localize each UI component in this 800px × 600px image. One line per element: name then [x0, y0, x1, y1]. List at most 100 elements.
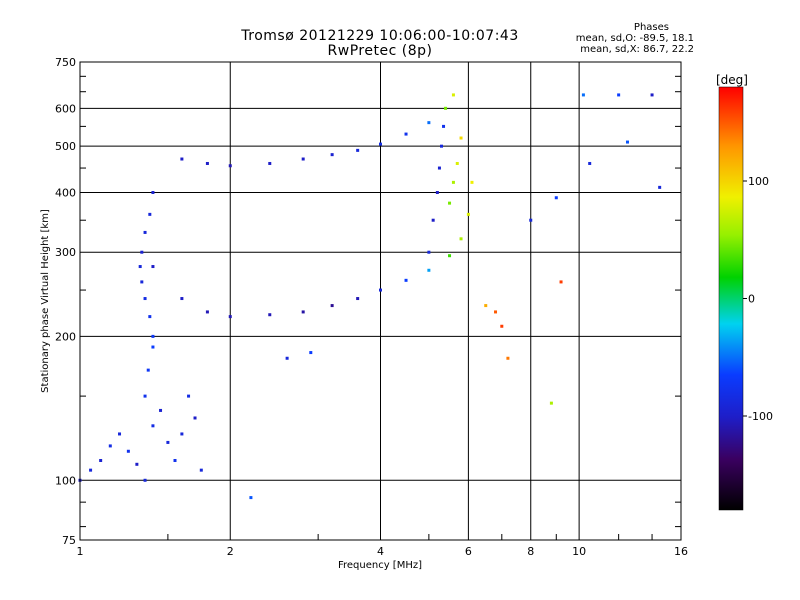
- data-point: [180, 432, 184, 436]
- data-point: [151, 265, 155, 269]
- y-tick-label: 200: [55, 330, 76, 343]
- data-point: [379, 142, 382, 146]
- phase-info-x-stats: mean, sd,X: 86.7, 22.2: [580, 44, 694, 55]
- data-point: [442, 124, 446, 128]
- x-tick-label: 6: [465, 545, 472, 558]
- data-point: [301, 157, 305, 161]
- data-point: [466, 212, 470, 216]
- data-point: [228, 315, 232, 319]
- data-point: [140, 250, 144, 254]
- x-tick-label: 10: [572, 545, 586, 558]
- y-tick-label: 100: [55, 474, 76, 487]
- data-point: [459, 136, 463, 140]
- data-point: [187, 394, 191, 398]
- data-point: [148, 212, 152, 216]
- chart-subtitle: RwPretec (8p): [327, 43, 433, 59]
- x-tick-label: 8: [527, 545, 534, 558]
- colorbar-tick-label: -100: [748, 410, 773, 423]
- data-point: [617, 93, 621, 97]
- x-tick-label: 4: [377, 545, 384, 558]
- data-point: [451, 180, 455, 184]
- data-point: [143, 394, 147, 398]
- data-point: [140, 280, 144, 284]
- data-point: [494, 310, 498, 314]
- data-point: [199, 468, 203, 472]
- data-point: [148, 315, 152, 319]
- data-point: [500, 324, 504, 328]
- x-tick-label: 16: [674, 545, 688, 558]
- y-tick-label: 300: [55, 246, 76, 259]
- data-point: [356, 148, 360, 152]
- data-point: [559, 280, 563, 284]
- data-point: [309, 351, 313, 355]
- data-point: [470, 180, 474, 184]
- chart-title: Tromsø 20121229 10:06:00-10:07:43: [241, 28, 519, 44]
- y-tick-label: 500: [55, 140, 76, 153]
- data-point: [285, 356, 289, 360]
- y-axis-label: Stationary phase Virtual Height [km]: [40, 209, 51, 393]
- data-point: [193, 416, 197, 420]
- data-point: [151, 190, 155, 194]
- x-tick-label: 1: [77, 545, 84, 558]
- data-point: [166, 440, 170, 444]
- data-point: [143, 230, 147, 234]
- y-tick-label: 600: [55, 102, 76, 115]
- data-point: [658, 185, 662, 189]
- data-point: [404, 278, 408, 282]
- data-point: [89, 468, 93, 472]
- data-point: [427, 250, 431, 254]
- data-point: [625, 140, 629, 144]
- data-point: [151, 424, 155, 428]
- plot-frame: [79, 61, 682, 541]
- data-point: [506, 356, 510, 360]
- x-tick-label: 2: [227, 545, 234, 558]
- y-axis-ticks: 75 100 200 300 400 500 600 750: [55, 56, 76, 547]
- colorbar-label: [deg]: [716, 73, 748, 87]
- data-point: [451, 93, 455, 97]
- data-point: [180, 297, 184, 301]
- data-point: [268, 313, 272, 317]
- data-point: [455, 161, 459, 165]
- data-point: [135, 462, 139, 466]
- y-tick-label: 75: [62, 534, 76, 547]
- data-point: [444, 106, 448, 110]
- data-point: [330, 304, 334, 308]
- data-point: [151, 334, 155, 338]
- data-point: [437, 166, 441, 170]
- data-point: [268, 161, 272, 165]
- colorbar-tick-label: 100: [748, 175, 769, 188]
- data-point: [650, 93, 654, 97]
- data-point: [249, 496, 253, 500]
- phase-info-title: Phases: [633, 22, 669, 33]
- data-point: [301, 310, 305, 314]
- data-point: [143, 478, 147, 482]
- data-point: [356, 297, 360, 301]
- data-point: [108, 444, 112, 448]
- x-axis-ticks: 1 2 4 6 8 10 16: [77, 545, 689, 558]
- data-point: [330, 153, 334, 157]
- data-point: [228, 164, 232, 168]
- data-point: [581, 93, 585, 97]
- data-point: [159, 408, 163, 412]
- data-point: [459, 237, 463, 241]
- grid-lines: [79, 61, 682, 541]
- colorbar-tick-label: 0: [748, 293, 755, 306]
- data-point: [427, 121, 431, 125]
- x-axis-label: Frequency [MHz]: [338, 560, 422, 571]
- data-point: [588, 161, 592, 165]
- y-tick-label: 750: [55, 56, 76, 69]
- data-point: [180, 157, 184, 161]
- data-point: [173, 458, 177, 462]
- colorbar-ticks: 100 0 -100: [743, 175, 773, 423]
- data-point: [529, 218, 533, 222]
- data-point: [435, 190, 439, 194]
- data-point: [427, 268, 431, 272]
- data-point: [440, 144, 444, 148]
- data-point: [404, 132, 408, 136]
- data-point: [205, 161, 209, 165]
- data-points: [78, 93, 662, 500]
- data-point: [448, 254, 452, 258]
- data-point: [146, 368, 150, 372]
- data-point: [549, 401, 553, 405]
